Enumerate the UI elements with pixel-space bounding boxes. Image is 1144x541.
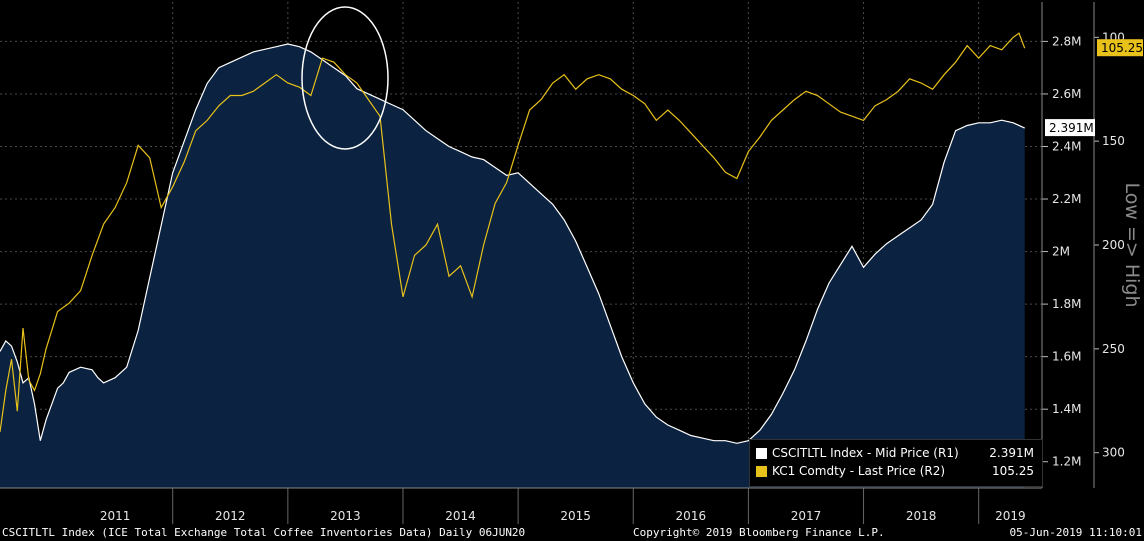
r1-tick-label: 2.4M xyxy=(1052,139,1081,153)
axes xyxy=(0,2,1099,524)
legend-value-inventory: 2.391M xyxy=(989,446,1034,460)
r2-tick-label: 250 xyxy=(1102,342,1125,356)
x-tick-label: 2011 xyxy=(100,509,131,523)
legend-label-inventory: CSCITLTL Index - Mid Price (R1) xyxy=(772,446,959,460)
inventory-line xyxy=(0,43,1025,444)
r1-tick-label: 2M xyxy=(1052,245,1070,259)
x-tick-label: 2012 xyxy=(215,509,246,523)
x-tick-label: 2015 xyxy=(560,509,591,523)
r1-tick-label: 1.8M xyxy=(1052,297,1081,311)
x-tick-label: 2014 xyxy=(445,509,476,523)
x-tick-label: 2019 xyxy=(995,509,1026,523)
inventory-area-fill xyxy=(0,44,1025,488)
footer: CSCITLTL Index (ICE Total Exchange Total… xyxy=(0,524,1144,541)
r2-tick-label: 200 xyxy=(1102,238,1125,252)
badge-inventory-bg xyxy=(1045,119,1095,137)
r1-tick-label: 1.6M xyxy=(1052,350,1081,364)
x-tick-label: 2013 xyxy=(330,509,361,523)
footer-timestamp: 05-Jun-2019 11:10:01 xyxy=(1009,526,1142,539)
badge-coffee-bg xyxy=(1097,39,1143,57)
footer-source: CSCITLTL Index (ICE Total Exchange Total… xyxy=(2,526,526,539)
r2-tick-label: 300 xyxy=(1102,446,1125,460)
legend-item-inventory: CSCITLTL Index - Mid Price (R1) 2.391M xyxy=(756,445,1036,463)
legend-item-coffee: KC1 Comdty - Last Price (R2) 105.25 xyxy=(756,463,1036,481)
highlight-ellipse xyxy=(301,6,389,150)
footer-copyright: Copyright© 2019 Bloomberg Finance L.P. xyxy=(633,526,885,539)
badge-inventory-text: 2.391M xyxy=(1049,121,1094,135)
x-tick-label: 2016 xyxy=(676,509,707,523)
x-tick-label: 2018 xyxy=(906,509,937,523)
legend: CSCITLTL Index - Mid Price (R1) 2.391M K… xyxy=(749,439,1043,487)
r1-tick-label: 2.2M xyxy=(1052,192,1081,206)
x-tick-label: 2017 xyxy=(791,509,822,523)
r1-tick-label: 1.4M xyxy=(1052,402,1081,416)
r1-tick-label: 2.8M xyxy=(1052,34,1081,48)
legend-swatch-inventory xyxy=(756,448,767,459)
legend-value-coffee: 105.25 xyxy=(992,464,1034,478)
coffee-price-line xyxy=(0,32,1026,432)
legend-label-coffee: KC1 Comdty - Last Price (R2) xyxy=(772,464,946,478)
r2-tick-label: 150 xyxy=(1102,134,1125,148)
legend-swatch-coffee xyxy=(756,466,767,477)
r1-tick-label: 1.2M xyxy=(1052,455,1081,469)
badge-coffee: 105.25 xyxy=(1097,39,1143,57)
r2-axis-label: Low => High xyxy=(1121,182,1143,307)
r1-tick-label: 2.6M xyxy=(1052,87,1081,101)
last-value-badges: 2.391M 105.25 xyxy=(1045,39,1143,137)
badge-inventory: 2.391M xyxy=(1045,119,1095,137)
badge-coffee-text: 105.25 xyxy=(1101,41,1143,55)
